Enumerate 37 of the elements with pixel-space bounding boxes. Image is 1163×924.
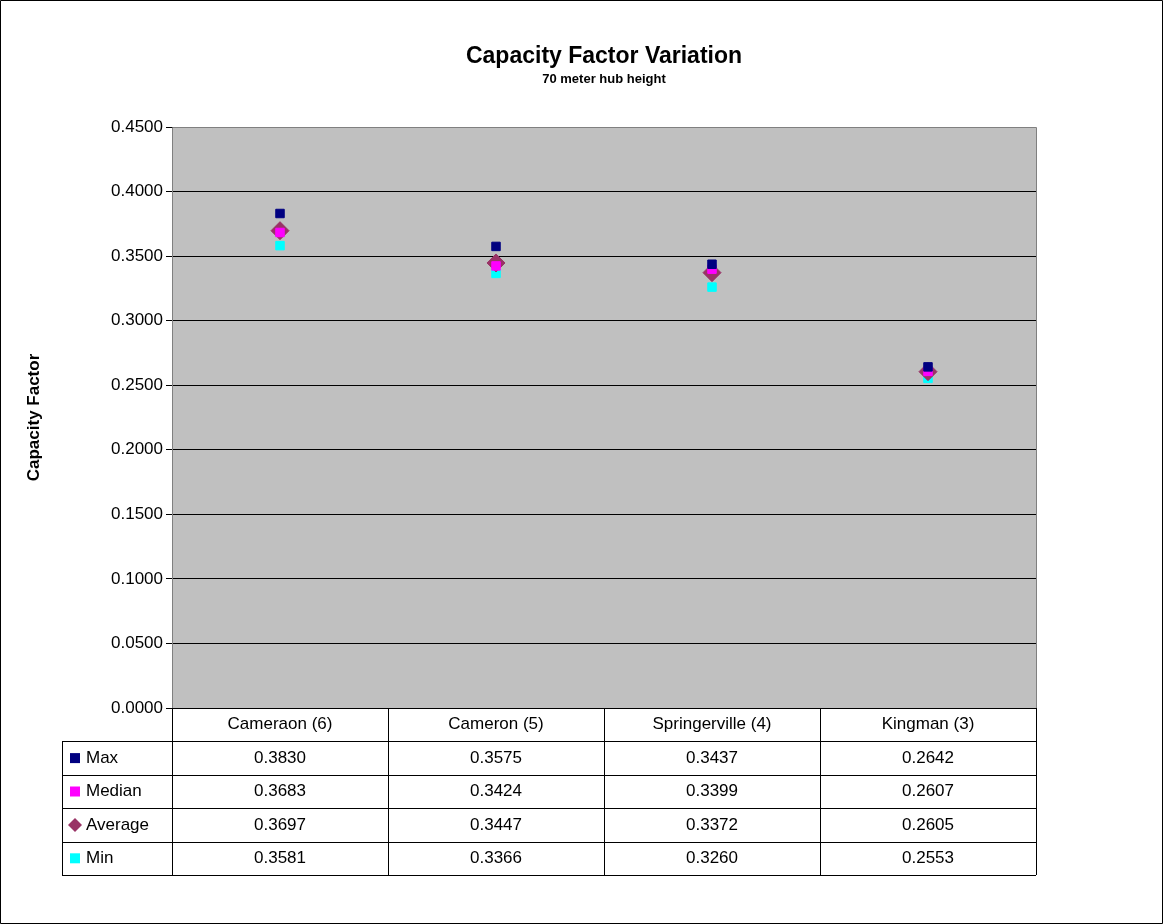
y-tick-label: 0.3000 [111, 310, 163, 330]
data-label: 0.3447 [470, 814, 522, 834]
x-tick-label: Cameron (5) [448, 714, 544, 734]
chart-title: Capacity Factor Variation [465, 42, 743, 69]
legend-label: Median [86, 781, 142, 801]
y-axis-title: Capacity Factor [23, 353, 43, 482]
data-label: 0.2553 [902, 847, 954, 867]
legend-label: Max [86, 747, 119, 767]
legend-label: Min [86, 847, 114, 867]
data-label: 0.3260 [686, 847, 738, 867]
data-label: 0.2642 [902, 747, 954, 767]
data-label: 0.3424 [470, 781, 522, 801]
data-label: 0.2605 [902, 814, 954, 834]
x-tick-label: Springerville (4) [652, 714, 772, 734]
data-label: 0.3437 [686, 747, 738, 767]
y-tick-label: 0.0000 [111, 697, 163, 717]
data-label: 0.3697 [254, 814, 306, 834]
y-tick-label: 0.4500 [111, 116, 163, 136]
y-tick-label: 0.2000 [111, 439, 163, 459]
x-tick-label: Kingman (3) [881, 714, 975, 734]
data-label: 0.3575 [470, 747, 522, 767]
y-tick-label: 0.0500 [111, 633, 163, 653]
y-tick-label: 0.1000 [111, 568, 163, 588]
data-label: 0.3683 [254, 781, 306, 801]
legend-label: Average [86, 814, 150, 834]
y-tick-label: 0.3500 [111, 245, 163, 265]
data-label: 0.3399 [686, 781, 738, 801]
chart-subtitle: 70 meter hub height [542, 70, 667, 86]
data-label: 0.2607 [902, 781, 954, 801]
y-tick-label: 0.1500 [111, 504, 163, 524]
y-tick-label: 0.4000 [111, 181, 163, 201]
y-tick-label: 0.2500 [111, 374, 163, 394]
data-label: 0.3366 [470, 847, 522, 867]
data-label: 0.3372 [686, 814, 738, 834]
x-tick-label: Cameraon (6) [227, 714, 333, 734]
data-label: 0.3581 [254, 847, 306, 867]
data-label: 0.3830 [254, 747, 306, 767]
